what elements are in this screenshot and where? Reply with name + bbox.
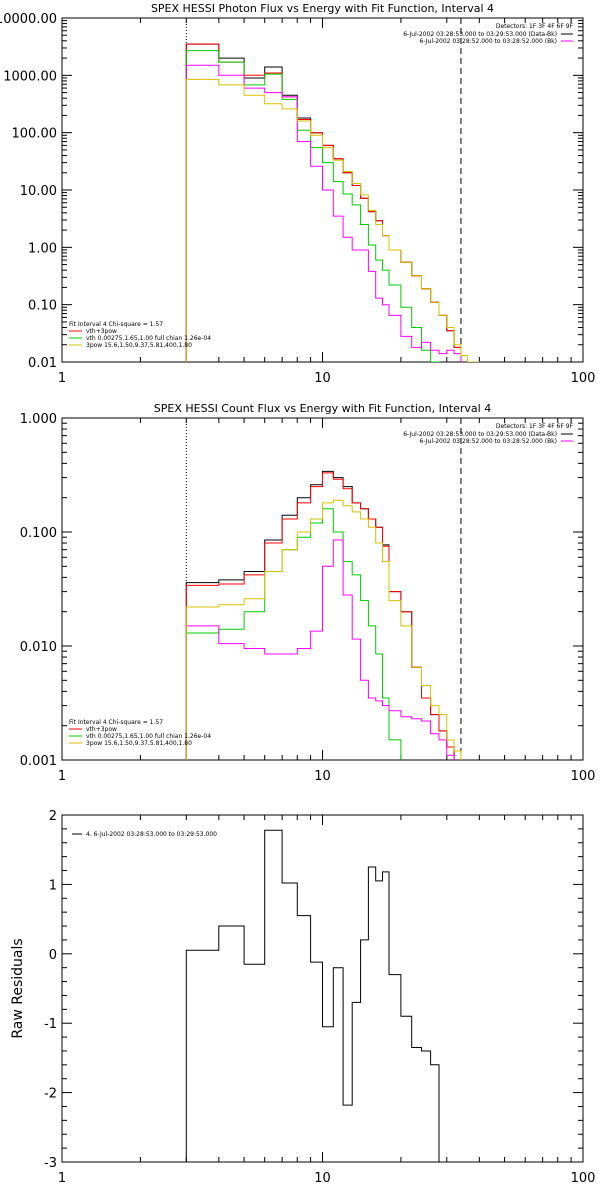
x-tick-label: 100 — [571, 1171, 596, 1186]
series-line-2 — [185, 472, 455, 760]
legend-label: 6-Jul-2002 03:28:53.000 to 03:29:53.000 … — [403, 31, 557, 38]
y-tick-label: 1 — [49, 878, 57, 893]
legend-label: vth 0.00275,1.65,1.00 full chian 1.26e-0… — [86, 335, 211, 342]
y-tick-label: 0.100 — [20, 526, 57, 541]
series-group — [185, 829, 462, 1162]
y-tick-label: 0.01 — [28, 356, 57, 371]
y-tick-label: 10000.00 — [0, 12, 57, 27]
y-tick-label: 0.10 — [28, 299, 57, 314]
x-tick-label: 10 — [314, 769, 331, 784]
y-tick-label: 100.00 — [12, 127, 58, 142]
chart-panel-1: SPEX HESSI Photon Flux vs Energy with Fi… — [0, 2, 595, 386]
y-tick-label: -3 — [44, 1156, 57, 1171]
y-axis-label: Raw Residuals — [10, 938, 26, 1038]
series-line-1 — [185, 829, 462, 1162]
series-line-3 — [185, 508, 402, 760]
y-tick-label: 0 — [49, 948, 57, 963]
y-tick-label: 1.000 — [20, 412, 57, 427]
y-tick-label: -1 — [44, 1017, 57, 1032]
series-line-3 — [185, 50, 440, 362]
fit-legend-header: Fit Interval 4 Chi-square = 1.57 — [69, 719, 163, 726]
legend-label: 4. 6-Jul-2002 03:28:53.000 to 03:29:53.0… — [86, 831, 217, 838]
x-tick-label: 10 — [314, 1171, 331, 1186]
y-tick-label: 0.001 — [20, 754, 57, 769]
chart-panel-2: SPEX HESSI Count Flux vs Energy with Fit… — [20, 402, 596, 784]
series-line-4 — [185, 64, 462, 362]
x-tick-label: 1 — [58, 769, 66, 784]
y-tick-label: 10.00 — [20, 184, 57, 199]
y-tick-label: -2 — [44, 1087, 57, 1102]
legend-label: vth 0.00275,1.65,1.00 full chian 1.26e-0… — [86, 733, 211, 740]
legend-label: vth+3pow — [86, 726, 117, 733]
series-line-5 — [185, 499, 468, 760]
series-line-1 — [185, 43, 462, 362]
series-line-2 — [185, 43, 462, 362]
series-line-5 — [185, 78, 480, 362]
y-tick-label: 0.010 — [20, 640, 57, 655]
legend-label: 6-Jul-2002 03:28:52.000 to 03:28:52.000 … — [419, 38, 557, 45]
x-tick-label: 10 — [314, 371, 331, 386]
x-tick-label: 1 — [58, 371, 66, 386]
x-tick-label: 100 — [571, 371, 596, 386]
legend-label: vth+3pow — [86, 328, 117, 335]
fit-legend-header: Fit Interval 4 Chi-square = 1.57 — [69, 321, 163, 328]
y-tick-label: 1.00 — [28, 241, 57, 256]
legend-label: 3pow 15.6,1.50,9.37,5.81,400,1.80 — [86, 342, 192, 349]
x-tick-label: 100 — [571, 769, 596, 784]
legend-header: Detectors: 1F 3F 4F 6F 9F — [496, 423, 574, 430]
y-tick-label: 2 — [49, 809, 57, 824]
panel-title: SPEX HESSI Count Flux vs Energy with Fit… — [154, 402, 491, 415]
series-group — [185, 43, 480, 362]
legend-label: 3pow 15.6,1.50,9.37,5.81,400,1.80 — [86, 740, 192, 747]
series-line-1 — [185, 470, 455, 760]
x-tick-label: 1 — [58, 1171, 66, 1186]
legend-label: 6-Jul-2002 03:28:52.000 to 03:28:52.000 … — [419, 438, 557, 445]
legend-header: Detectors: 1F 3F 4F 6F 9F — [496, 23, 574, 30]
series-line-4 — [185, 539, 455, 760]
y-tick-label: 1000.00 — [3, 69, 57, 84]
legend-label: 6-Jul-2002 03:28:53.000 to 03:29:53.000 … — [403, 431, 557, 438]
panel-title: SPEX HESSI Photon Flux vs Energy with Fi… — [151, 2, 494, 15]
series-group — [185, 470, 468, 760]
